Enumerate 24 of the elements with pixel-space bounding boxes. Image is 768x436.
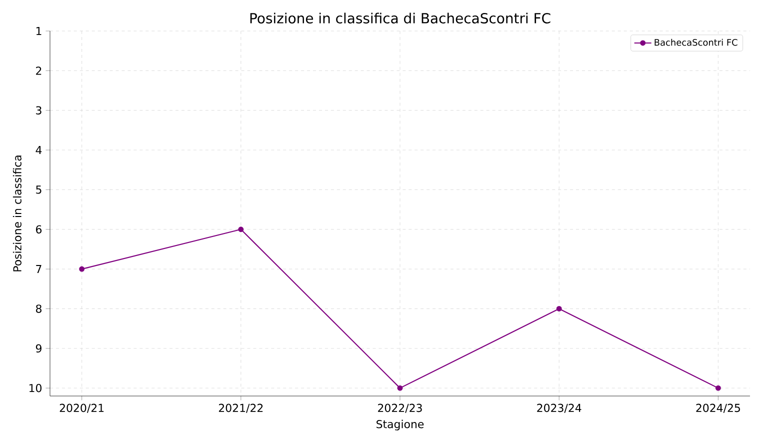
y-tick-label: 3 bbox=[36, 106, 42, 114]
point bbox=[397, 385, 403, 391]
y-tick-label: 10 bbox=[29, 384, 42, 392]
y-tick-label: 5 bbox=[36, 186, 42, 194]
y-tick-label: 4 bbox=[36, 146, 42, 154]
x-tick-label: 2022/23 bbox=[378, 404, 422, 413]
chart-title: Posizione in classifica di BachecaScontri FC bbox=[250, 12, 550, 24]
x-axis-title: Stagione bbox=[376, 420, 424, 430]
x-tick-label: 2020/21 bbox=[60, 404, 104, 413]
y-tick-label: 2 bbox=[36, 66, 42, 75]
y-axis-title: Posizione in classifica bbox=[12, 156, 22, 272]
point bbox=[715, 385, 721, 391]
y-tick-label: 6 bbox=[36, 225, 42, 234]
point bbox=[238, 226, 244, 232]
x-tick-label: 2024/25 bbox=[696, 404, 740, 413]
point bbox=[556, 306, 562, 312]
legend-label: BachecaScontri FC bbox=[654, 38, 738, 46]
y-tick-label: 8 bbox=[36, 304, 42, 313]
x-tick-label: 2023/24 bbox=[537, 404, 582, 413]
point bbox=[79, 266, 85, 272]
y-tick-label: 9 bbox=[36, 344, 42, 353]
x-tick-label: 2021/22 bbox=[218, 404, 263, 413]
y-tick-label: 1 bbox=[36, 27, 42, 35]
y-tick-label: 7 bbox=[36, 265, 42, 274]
